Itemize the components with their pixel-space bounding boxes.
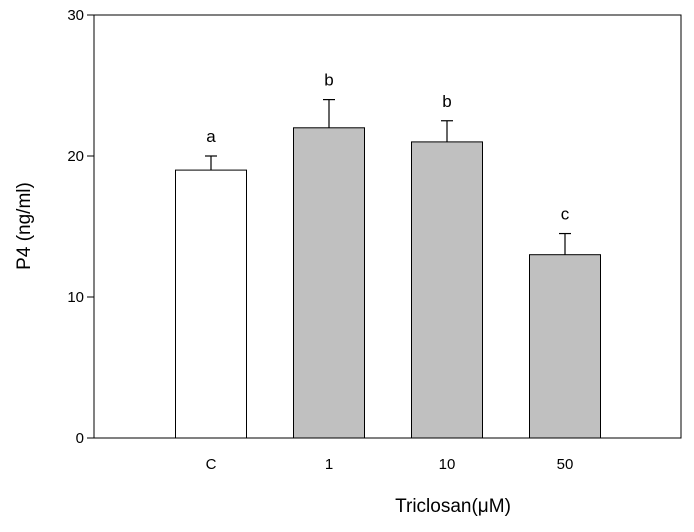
y-axis: 0 10 20 30 — [67, 7, 94, 447]
x-axis-label: Triclosan(μM) — [395, 496, 511, 517]
x-axis: C 1 10 50 — [206, 456, 574, 473]
y-tick-label: 10 — [67, 289, 84, 306]
plot-frame — [93, 14, 682, 439]
bar — [411, 141, 483, 439]
x-tick-label: 50 — [557, 456, 574, 473]
y-tick-label: 30 — [67, 7, 84, 24]
x-tick-label: 1 — [325, 456, 333, 473]
y-axis-label: P4 (ng/ml) — [14, 182, 35, 270]
significance-label: c — [561, 205, 570, 224]
significance-label: a — [206, 127, 216, 146]
x-tick-label: C — [206, 456, 217, 473]
significance-label: b — [324, 71, 333, 90]
y-tick-label: 0 — [76, 430, 84, 447]
bar — [293, 127, 365, 439]
significance-label: b — [442, 92, 451, 111]
bars-group: a b b c — [175, 71, 601, 439]
x-tick-label: 10 — [439, 456, 456, 473]
bar — [175, 169, 247, 439]
y-tick-label: 20 — [67, 148, 84, 165]
bar — [529, 254, 601, 439]
